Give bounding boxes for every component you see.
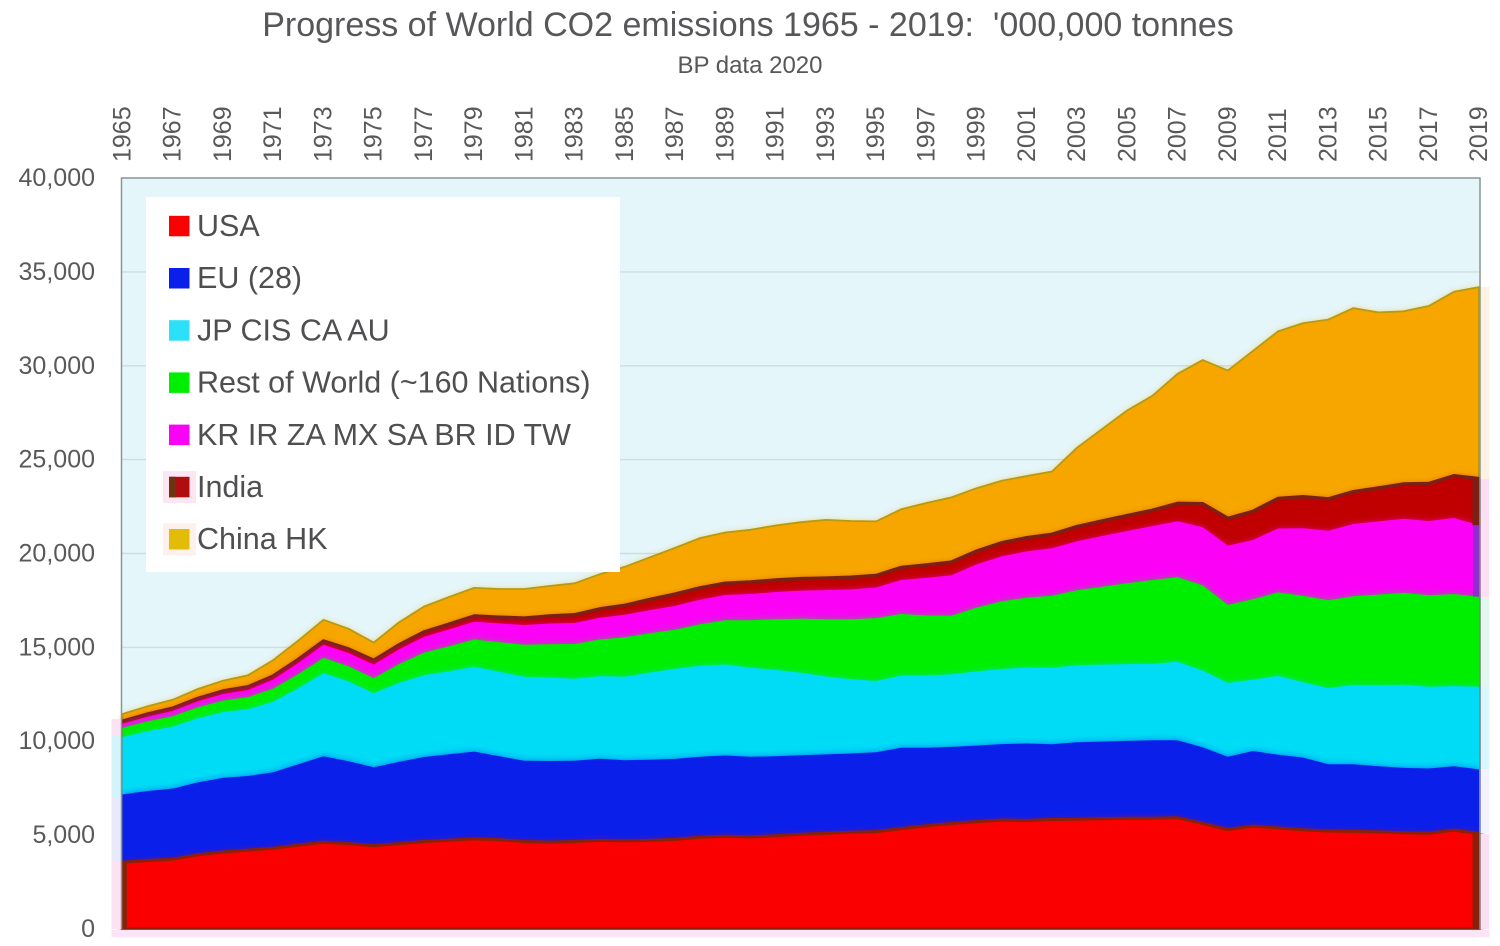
svg-text:1977: 1977 (410, 106, 438, 162)
svg-text:1995: 1995 (862, 106, 890, 162)
svg-text:KR IR ZA MX SA BR ID TW: KR IR ZA MX SA BR ID TW (197, 418, 571, 452)
svg-text:EU (28): EU (28) (197, 261, 302, 295)
svg-text:2015: 2015 (1365, 106, 1393, 162)
svg-text:1991: 1991 (762, 106, 790, 162)
svg-text:2001: 2001 (1013, 106, 1041, 162)
svg-text:JP CIS CA AU: JP CIS CA AU (197, 313, 390, 347)
svg-text:1997: 1997 (912, 106, 940, 162)
svg-text:2007: 2007 (1164, 106, 1192, 162)
svg-text:1999: 1999 (963, 106, 991, 162)
svg-text:2017: 2017 (1415, 106, 1443, 162)
svg-text:25,000: 25,000 (19, 446, 95, 474)
svg-text:China HK: China HK (197, 522, 328, 556)
svg-text:2005: 2005 (1113, 106, 1141, 162)
svg-text:5,000: 5,000 (32, 821, 95, 849)
svg-text:2019: 2019 (1465, 106, 1493, 162)
svg-text:1993: 1993 (812, 106, 840, 162)
svg-text:2011: 2011 (1264, 108, 1292, 162)
svg-text:1969: 1969 (209, 106, 237, 162)
svg-text:15,000: 15,000 (19, 633, 95, 661)
svg-text:1981: 1981 (510, 106, 538, 162)
svg-text:1983: 1983 (561, 106, 589, 162)
svg-text:1979: 1979 (460, 106, 488, 162)
svg-text:0: 0 (81, 915, 95, 943)
svg-text:1971: 1971 (259, 106, 287, 162)
svg-text:India: India (197, 470, 263, 504)
svg-text:2009: 2009 (1214, 106, 1242, 162)
svg-text:2003: 2003 (1063, 106, 1091, 162)
svg-text:1965: 1965 (109, 106, 137, 162)
svg-text:USA: USA (197, 209, 260, 243)
svg-text:1973: 1973 (310, 106, 338, 162)
svg-text:1975: 1975 (360, 106, 388, 162)
svg-text:30,000: 30,000 (19, 352, 95, 380)
svg-text:1989: 1989 (711, 106, 739, 162)
svg-text:Rest of World (~160 Nations): Rest of World (~160 Nations) (197, 366, 591, 400)
svg-text:2013: 2013 (1314, 106, 1342, 162)
svg-text:20,000: 20,000 (19, 540, 95, 568)
svg-text:1985: 1985 (611, 106, 639, 162)
svg-text:35,000: 35,000 (19, 258, 95, 286)
svg-text:10,000: 10,000 (19, 727, 95, 755)
svg-text:40,000: 40,000 (19, 164, 95, 192)
svg-text:1967: 1967 (159, 106, 187, 162)
svg-text:1987: 1987 (661, 106, 689, 162)
